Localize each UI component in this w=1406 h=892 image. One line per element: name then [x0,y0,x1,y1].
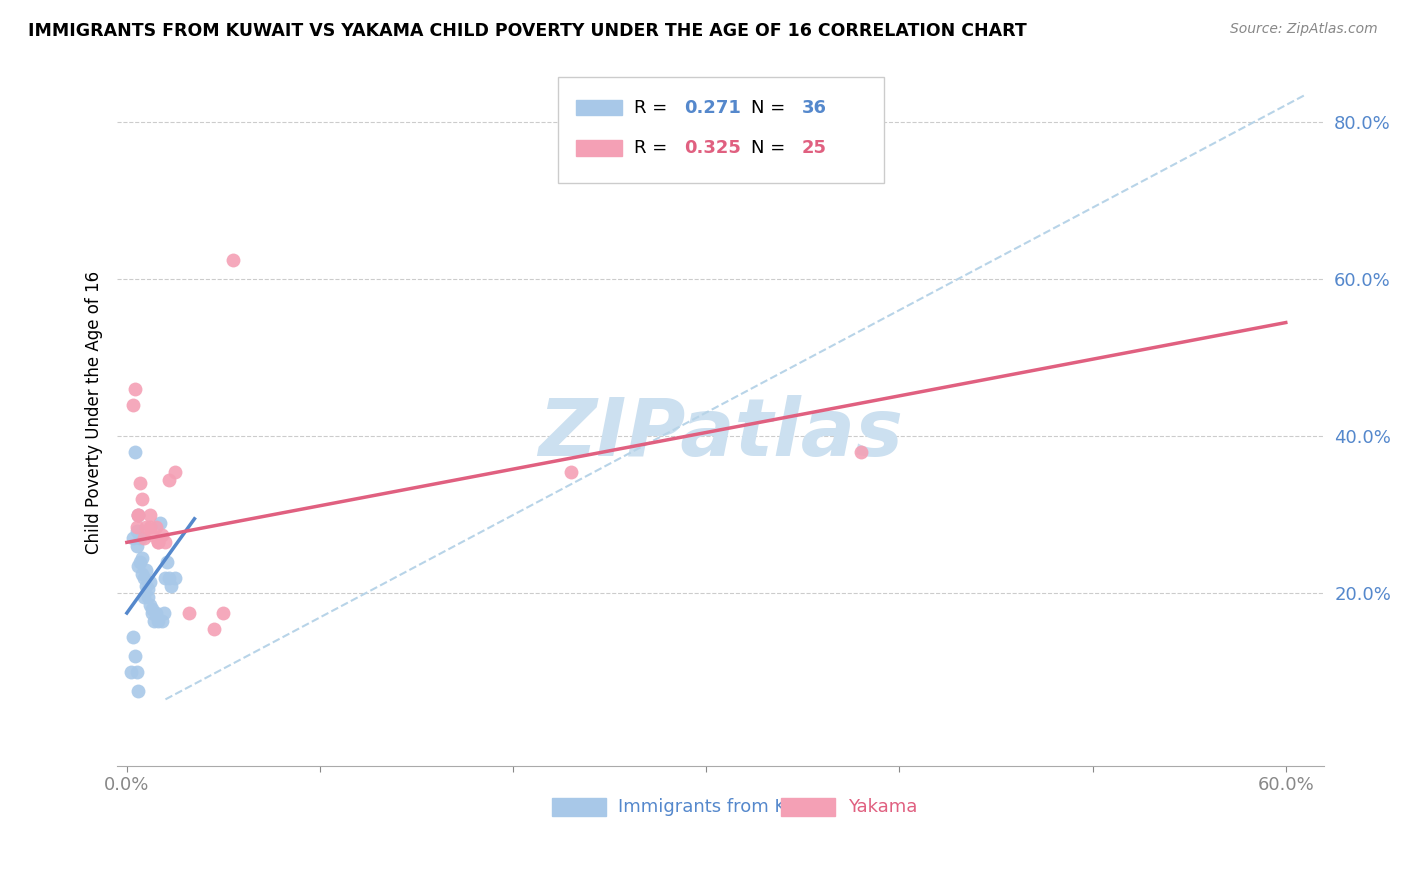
Point [124,445,146,459]
Point [127,508,149,522]
Point [142,614,165,628]
Bar [782,797,835,815]
Point [156,555,179,569]
Bar [576,140,621,156]
Point [150,527,173,541]
Point [129,476,152,491]
Point [136,582,159,597]
Point [141,606,163,620]
Text: 25: 25 [801,139,827,157]
Point [155,571,177,585]
Point [139,508,162,522]
Point [177,606,200,620]
Text: N =: N = [751,99,792,117]
Point [136,591,159,605]
Point [202,622,225,636]
Bar [576,100,621,115]
Point [124,382,146,396]
Point [139,574,162,589]
Text: Immigrants from Kuwait: Immigrants from Kuwait [619,797,835,815]
Point [165,465,187,479]
Point [131,566,153,581]
Point [125,524,148,538]
Point [125,665,148,679]
FancyBboxPatch shape [558,78,884,183]
Point [560,465,582,479]
Point [124,649,146,664]
Point [131,551,153,566]
Point [125,519,148,533]
Point [121,630,143,644]
Text: IMMIGRANTS FROM KUWAIT VS YAKAMA CHILD POVERTY UNDER THE AGE OF 16 CORRELATION C: IMMIGRANTS FROM KUWAIT VS YAKAMA CHILD P… [28,22,1026,40]
Point [134,591,156,605]
Point [134,532,156,546]
Y-axis label: Child Poverty Under the Age of 16: Child Poverty Under the Age of 16 [86,271,103,555]
Point [146,535,169,549]
Point [222,252,245,267]
Point [127,684,149,698]
Point [131,492,153,507]
Point [141,602,163,616]
Point [127,558,149,573]
Point [139,598,162,612]
Bar [551,797,606,815]
Point [157,571,180,585]
Point [121,532,143,546]
Point [165,571,187,585]
Text: R =: R = [634,139,673,157]
Point [155,535,177,549]
Point [152,606,174,620]
Point [134,571,156,585]
Point [150,614,173,628]
Text: ZIPatlas: ZIPatlas [538,395,903,473]
Text: 0.325: 0.325 [685,139,741,157]
Point [146,614,169,628]
Point [157,473,180,487]
Point [129,555,152,569]
Point [160,578,183,592]
Text: 0.271: 0.271 [685,99,741,117]
Point [129,532,152,546]
Text: Yakama: Yakama [848,797,917,815]
Point [145,519,167,533]
Text: 36: 36 [801,99,827,117]
Point [120,665,142,679]
Point [849,445,872,459]
Point [145,606,167,620]
Point [149,516,172,530]
Text: Source: ZipAtlas.com: Source: ZipAtlas.com [1230,22,1378,37]
Point [127,508,149,522]
Point [125,539,148,553]
Point [212,606,235,620]
Text: R =: R = [634,99,673,117]
Point [141,527,163,541]
Point [146,535,169,549]
Point [135,519,157,533]
Point [139,519,162,533]
Point [135,578,157,592]
Point [127,508,149,522]
Point [121,398,143,412]
Point [135,563,157,577]
Text: N =: N = [751,139,792,157]
